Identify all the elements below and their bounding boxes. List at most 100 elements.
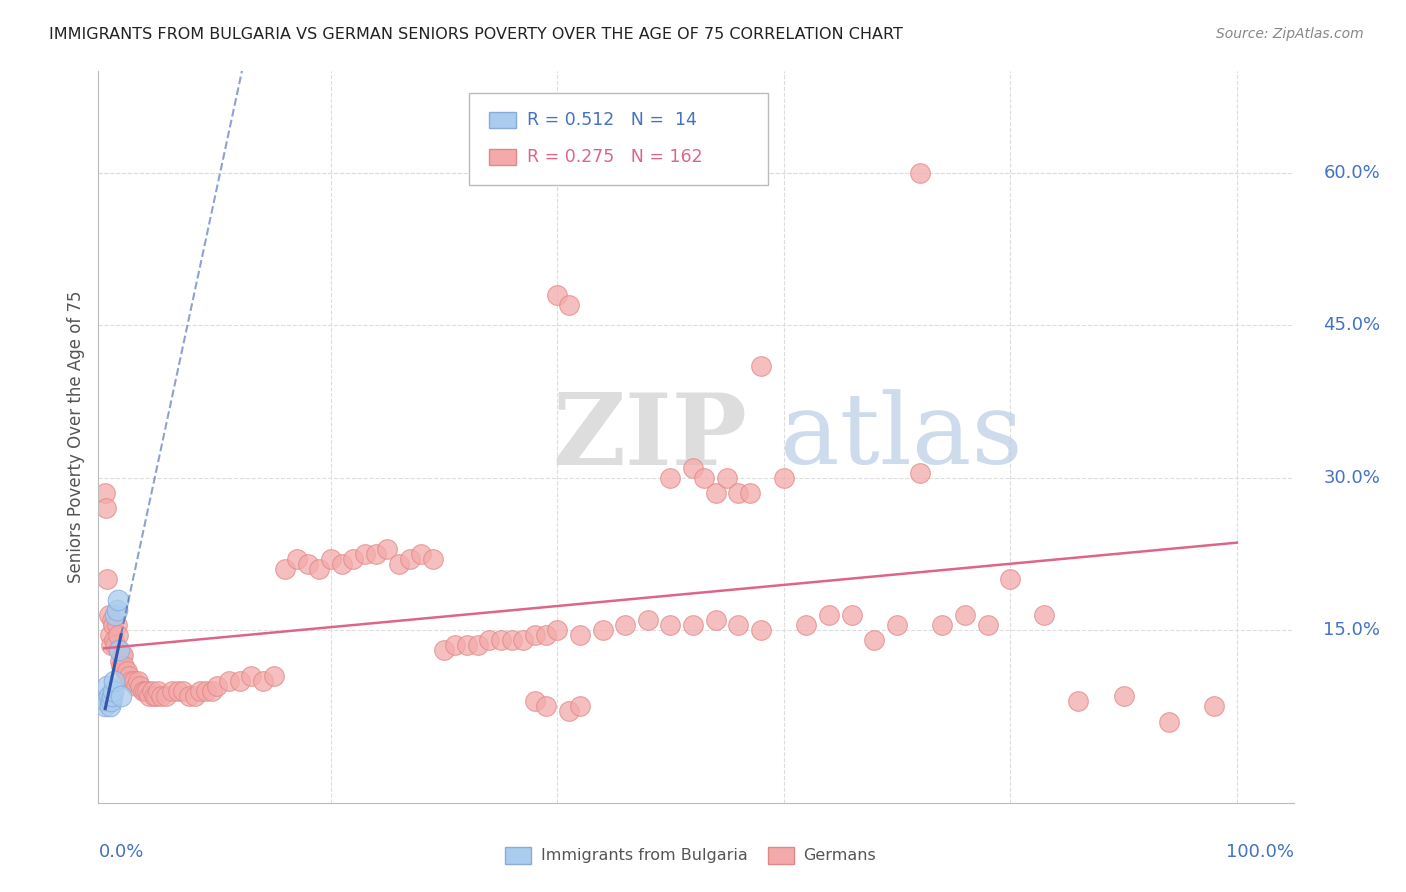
Point [375,541,398,556]
Point [534,628,557,642]
Point [94,699,117,714]
Point [141,684,163,698]
FancyBboxPatch shape [505,847,531,863]
FancyBboxPatch shape [470,94,768,185]
Text: 15.0%: 15.0% [1323,621,1381,639]
FancyBboxPatch shape [768,847,794,863]
Text: R = 0.275   N = 162: R = 0.275 N = 162 [527,148,703,166]
Point [229,673,252,688]
Text: 45.0%: 45.0% [1323,317,1381,334]
Text: 60.0%: 60.0% [1323,164,1381,182]
Point [1067,694,1090,708]
Point [101,684,124,698]
Point [818,607,841,622]
Point [101,613,124,627]
Point [727,618,749,632]
Point [433,643,456,657]
Point [489,633,512,648]
Point [103,633,125,648]
Point [342,552,364,566]
Point [546,288,568,302]
Point [107,628,129,642]
Point [1204,699,1226,714]
Point [108,643,131,657]
Point [285,552,308,566]
Point [1033,607,1056,622]
Point [931,618,953,632]
Point [319,552,342,566]
Point [134,684,156,698]
Point [512,633,534,648]
Point [108,643,131,657]
Point [166,684,188,698]
Point [716,471,738,485]
Point [568,699,591,714]
Point [749,359,772,373]
Point [115,664,138,678]
Point [1112,689,1135,703]
Point [96,572,118,586]
Point [659,618,682,632]
Point [207,679,229,693]
Point [201,684,224,698]
Point [96,679,118,693]
Point [111,648,134,663]
Point [1000,572,1022,586]
Point [125,679,148,693]
Point [682,460,704,475]
Point [478,633,501,648]
Point [98,628,121,642]
Point [388,557,411,571]
Point [501,633,523,648]
Text: R = 0.512   N =  14: R = 0.512 N = 14 [527,112,697,129]
Point [145,689,167,703]
Point [411,547,433,561]
Point [136,684,159,698]
Point [399,552,422,566]
Point [101,618,124,632]
Point [112,648,135,663]
Point [841,607,863,622]
Point [534,699,557,714]
Point [467,638,489,652]
Point [148,684,170,698]
Text: IMMIGRANTS FROM BULGARIA VS GERMAN SENIORS POVERTY OVER THE AGE OF 75 CORRELATIO: IMMIGRANTS FROM BULGARIA VS GERMAN SENIO… [49,27,903,42]
Point [98,699,121,714]
Point [172,684,194,698]
Point [94,486,117,500]
Point [546,623,568,637]
Point [422,552,444,566]
Point [120,673,142,688]
Point [195,684,218,698]
Point [557,705,579,719]
Point [693,471,716,485]
Point [908,166,931,180]
Point [252,673,274,688]
Point [637,613,659,627]
Point [682,618,704,632]
Point [97,689,120,703]
Point [142,689,165,703]
Point [523,628,546,642]
Text: Source: ZipAtlas.com: Source: ZipAtlas.com [1216,27,1364,41]
Point [110,658,132,673]
Point [96,694,118,708]
Point [976,618,998,632]
Point [114,658,136,673]
Point [274,562,297,576]
Point [1157,714,1180,729]
Text: Germans: Germans [804,848,876,863]
Point [704,486,727,500]
Point [796,618,818,632]
Text: 100.0%: 100.0% [1226,843,1294,861]
Point [218,673,240,688]
Point [297,557,319,571]
Point [155,689,177,703]
Point [138,689,160,703]
Point [100,694,122,708]
Point [108,654,131,668]
Point [105,618,128,632]
Point [353,547,375,561]
Point [122,673,145,688]
Point [330,557,353,571]
